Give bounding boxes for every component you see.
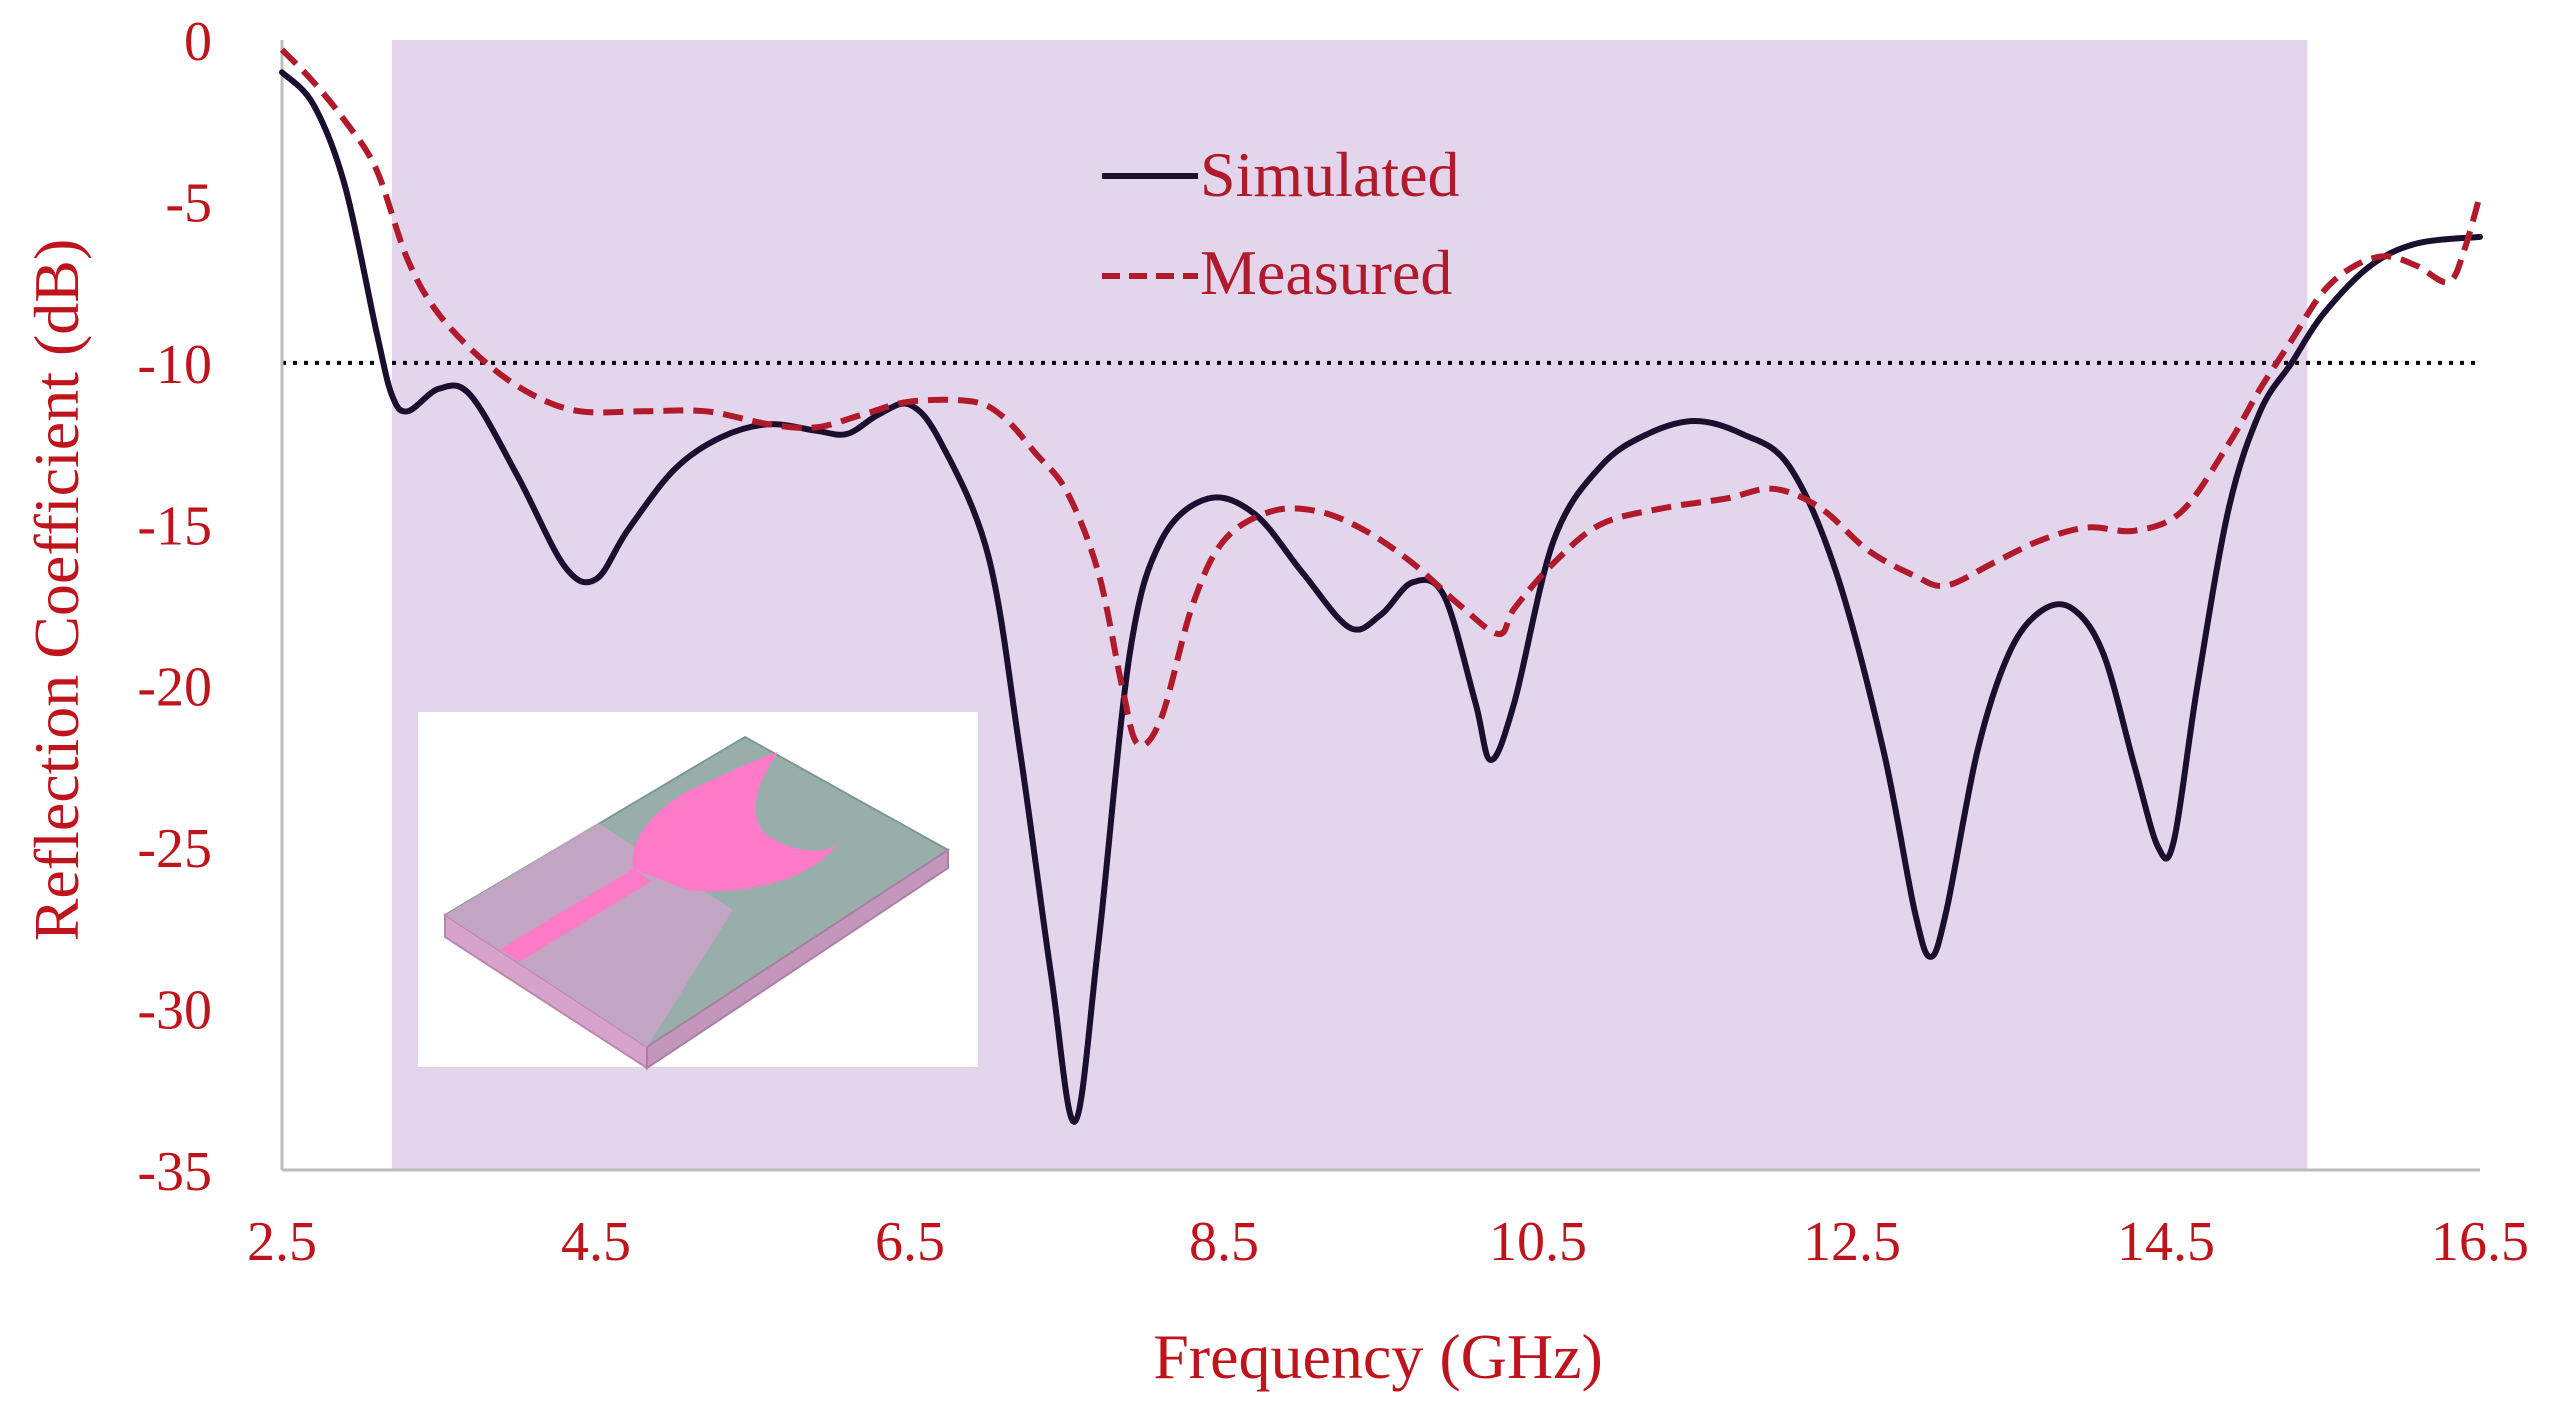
antenna-substrate-icon	[443, 735, 950, 1070]
x-tick-label: 6.5	[875, 1211, 945, 1273]
series-line-simulated	[279, 69, 2483, 1125]
y-axis: 0 -5 -10 -15 -20 -25 -30 -35	[137, 11, 284, 1203]
y-tick-label: 0	[184, 11, 212, 73]
legend-simulated-label: Simulated	[1200, 139, 1460, 210]
x-tick-label: 10.5	[1489, 1211, 1587, 1273]
y-axis-title: Reflection Coefficient (dB)	[21, 239, 92, 942]
series-line-measured	[279, 47, 2483, 749]
x-tick-label: 16.5	[2431, 1211, 2529, 1273]
series-layer	[279, 47, 2483, 1125]
x-tick-label: 12.5	[1803, 1211, 1901, 1273]
y-tick-label: -30	[137, 980, 212, 1042]
legend: Simulated Measured	[1102, 139, 1460, 308]
y-tick-label: -35	[137, 1141, 212, 1203]
y-tick-label: -10	[137, 334, 212, 396]
x-tick-label: 4.5	[561, 1211, 631, 1273]
y-tick-label: -15	[137, 495, 212, 557]
y-tick-label: -20	[137, 657, 212, 719]
y-tick-label: -5	[165, 172, 212, 234]
x-tick-label: 8.5	[1189, 1211, 1259, 1273]
x-tick-label: 2.5	[247, 1211, 317, 1273]
legend-measured-label: Measured	[1200, 237, 1452, 308]
x-tick-label: 14.5	[2117, 1211, 2215, 1273]
y-tick-label: -25	[137, 818, 212, 880]
x-axis-title: Frequency (GHz)	[1153, 1321, 1603, 1392]
inset-antenna	[418, 712, 978, 1070]
x-axis: 2.5 4.5 6.5 8.5 10.5 12.5 14.5 16.5	[247, 1168, 2529, 1273]
